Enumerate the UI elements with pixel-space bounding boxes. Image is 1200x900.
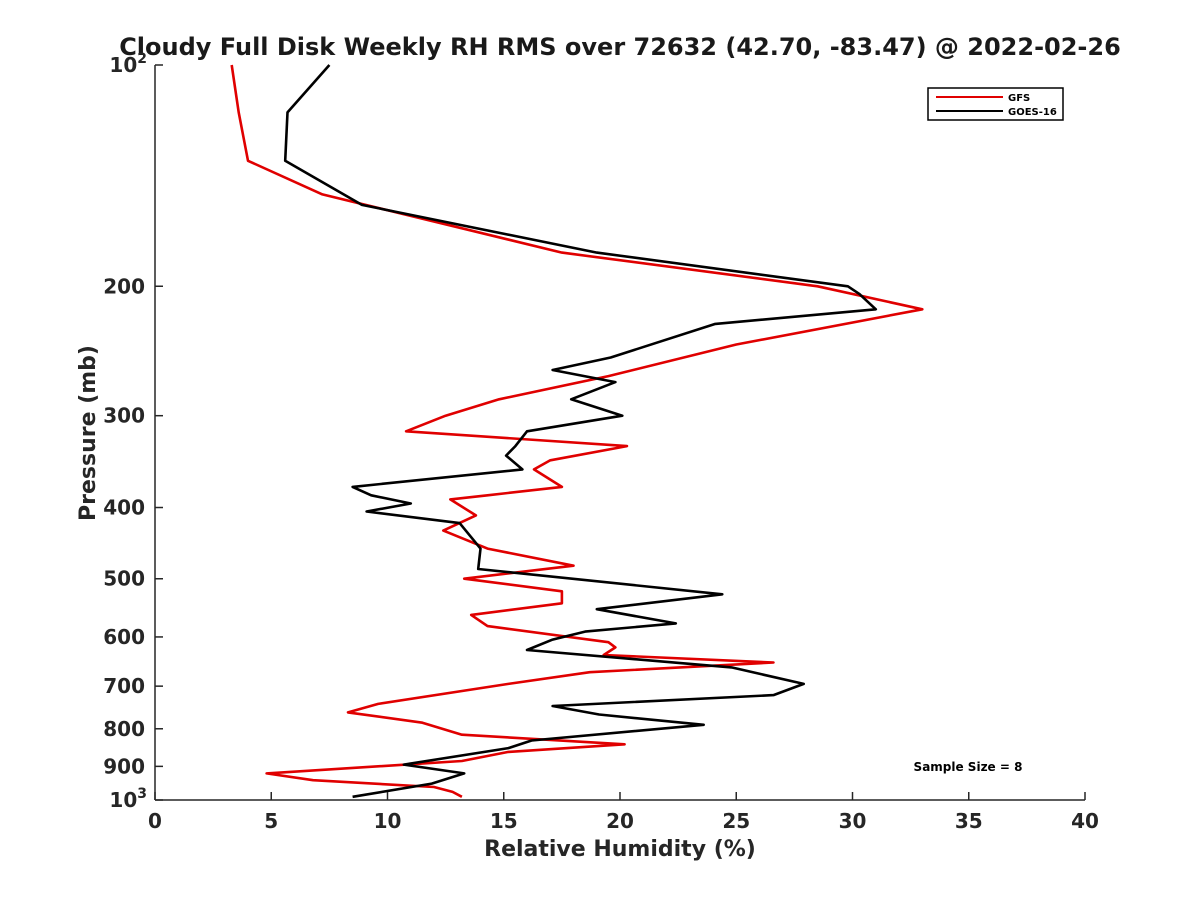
x-tick-label: 35: [955, 809, 983, 833]
x-tick-label: 30: [839, 809, 867, 833]
x-axis-label: Relative Humidity (%): [484, 837, 756, 862]
x-tick-label: 5: [264, 809, 278, 833]
y-tick-label: 200: [103, 274, 145, 298]
y-tick-label: 300: [103, 404, 145, 428]
y-tick-label: 103: [109, 786, 147, 812]
y-tick-label: 400: [103, 496, 145, 520]
sample-size-annotation: Sample Size = 8: [914, 760, 1023, 774]
series-line-goes16: [283, 64, 878, 799]
series-line-gfs: [230, 64, 924, 798]
y-tick-label: 800: [103, 717, 145, 741]
legend-box: [927, 87, 1064, 121]
chart-title: Cloudy Full Disk Weekly RH RMS over 7263…: [119, 33, 1121, 61]
legend: GFS GOES-16: [927, 87, 1064, 121]
x-ticks: 0 5 10 15 20 25 30 35 40: [148, 792, 1099, 833]
x-tick-label: 40: [1071, 809, 1099, 833]
legend-label-goes16: GOES-16: [1008, 107, 1057, 118]
legend-label-gfs: GFS: [1008, 93, 1030, 104]
y-tick-label: 500: [103, 567, 145, 591]
x-tick-label: 15: [490, 809, 518, 833]
series-layer: [230, 64, 924, 799]
x-tick-label: 0: [148, 809, 162, 833]
y-tick-label: 700: [103, 674, 145, 698]
y-tick-label: 900: [103, 754, 145, 778]
x-tick-label: 20: [606, 809, 634, 833]
x-tick-label: 10: [374, 809, 402, 833]
y-tick-label: 600: [103, 625, 145, 649]
y-axis-label: Pressure (mb): [76, 345, 101, 521]
y-ticks: 102 200 300 400 500 600 700 800 900 103: [103, 51, 163, 812]
x-tick-label: 25: [722, 809, 750, 833]
y-tick-label: 102: [109, 51, 147, 77]
